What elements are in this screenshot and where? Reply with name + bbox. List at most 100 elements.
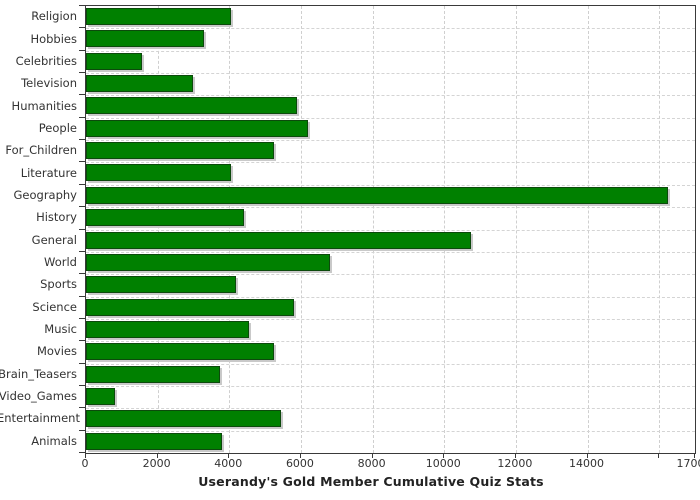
x-axis-label: 14000	[569, 457, 605, 470]
y-axis-tick	[79, 429, 85, 431]
gridline-horizontal	[86, 50, 695, 52]
bar-science	[86, 298, 294, 316]
y-axis-tick	[79, 49, 85, 51]
y-axis-label: World	[44, 255, 77, 270]
y-axis-label: History	[36, 210, 77, 225]
y-axis-tick	[79, 384, 85, 386]
chart-title: Userandy's Gold Member Cumulative Quiz S…	[198, 474, 544, 489]
gridline-horizontal	[86, 251, 695, 253]
y-axis-tick	[79, 452, 85, 453]
y-axis-label: For_Children	[5, 143, 77, 158]
bar-entertainment	[86, 410, 282, 428]
x-axis-label: 2000	[142, 457, 171, 470]
bar-religion	[86, 8, 232, 25]
x-axis-label: 4000	[214, 457, 243, 470]
plot-area	[85, 5, 696, 454]
y-axis-label: Music	[44, 322, 77, 337]
gridline-horizontal	[86, 430, 695, 432]
y-axis-label: Literature	[20, 165, 77, 180]
y-axis-label: Celebrities	[15, 53, 77, 68]
bar-celebrities	[86, 52, 142, 70]
y-axis-label: Geography	[13, 187, 78, 202]
bar-literature	[86, 164, 232, 182]
bar-for_children	[86, 142, 275, 160]
gridline-horizontal	[86, 318, 695, 320]
y-axis-tick	[79, 94, 85, 96]
y-axis-tick	[79, 250, 85, 252]
y-axis-label: Religion	[31, 9, 77, 24]
bar-world	[86, 253, 330, 271]
bar-geography	[86, 186, 669, 204]
gridline-horizontal	[86, 363, 695, 365]
y-axis-label: Television	[21, 76, 77, 91]
bar-sports	[86, 276, 237, 294]
gridline-horizontal	[86, 117, 695, 119]
y-axis-tick	[79, 183, 85, 185]
y-axis-label: Science	[32, 299, 77, 314]
gridline-horizontal	[86, 408, 695, 410]
bar-video_games	[86, 387, 115, 405]
bar-humanities	[86, 97, 298, 115]
x-axis-tick	[156, 453, 158, 458]
x-axis-tick	[228, 453, 230, 458]
x-axis-tick	[694, 453, 695, 458]
gridline-horizontal	[86, 140, 695, 142]
y-axis-tick	[79, 139, 85, 141]
bar-brain_teasers	[86, 365, 221, 383]
x-axis-label: 12000	[497, 457, 533, 470]
bar-general	[86, 231, 472, 249]
bar-movies	[86, 343, 275, 361]
y-axis-tick	[79, 5, 85, 6]
x-axis-tick	[443, 453, 445, 458]
x-axis-tick	[514, 453, 516, 458]
x-axis-label: 0	[81, 457, 89, 470]
y-axis-label: Entertainment	[0, 411, 80, 426]
y-axis-label: Animals	[31, 433, 77, 448]
y-axis-label: People	[38, 120, 77, 135]
y-axis-label: Movies	[36, 344, 77, 359]
y-axis-tick	[79, 362, 85, 364]
gridline-horizontal	[86, 28, 695, 30]
y-axis-label: Video_Games	[0, 389, 77, 404]
y-axis-tick	[79, 228, 85, 230]
x-axis-tick	[299, 453, 301, 458]
bar-history	[86, 209, 244, 227]
y-axis-label: Sports	[40, 277, 77, 292]
gridline-horizontal	[86, 274, 695, 276]
x-axis-tick	[85, 453, 86, 458]
bar-hobbies	[86, 30, 205, 48]
y-axis-tick	[79, 295, 85, 297]
y-axis-tick	[79, 72, 85, 74]
y-axis-tick	[79, 27, 85, 29]
gridline-horizontal	[86, 385, 695, 387]
x-axis-tick	[586, 453, 588, 458]
bar-music	[86, 320, 249, 338]
x-axis-label: 10000	[425, 457, 461, 470]
y-axis-tick	[79, 317, 85, 319]
gridline-horizontal	[86, 162, 695, 164]
y-axis-tick	[79, 206, 85, 208]
y-axis-tick	[79, 161, 85, 163]
y-axis-label: Brain_Teasers	[0, 366, 77, 381]
gridline-horizontal	[86, 95, 695, 97]
gridline-horizontal	[86, 296, 695, 298]
bar-television	[86, 75, 194, 93]
gridline-horizontal	[86, 207, 695, 209]
y-axis-tick	[79, 116, 85, 118]
y-axis-tick	[79, 273, 85, 275]
x-axis-label: 17000	[676, 457, 700, 470]
gridline-horizontal	[86, 229, 695, 231]
y-axis-label: Hobbies	[30, 31, 77, 46]
y-axis-tick	[79, 340, 85, 342]
gridline-horizontal	[86, 184, 695, 186]
y-axis-label: Humanities	[11, 98, 77, 113]
x-axis-label: 6000	[285, 457, 314, 470]
x-axis-tick	[371, 453, 373, 458]
y-axis-label: General	[31, 232, 77, 247]
bar-people	[86, 119, 309, 137]
gridline-horizontal	[86, 73, 695, 75]
x-axis-tick	[658, 453, 660, 458]
x-axis-label: 8000	[357, 457, 386, 470]
y-axis-tick	[79, 407, 85, 409]
